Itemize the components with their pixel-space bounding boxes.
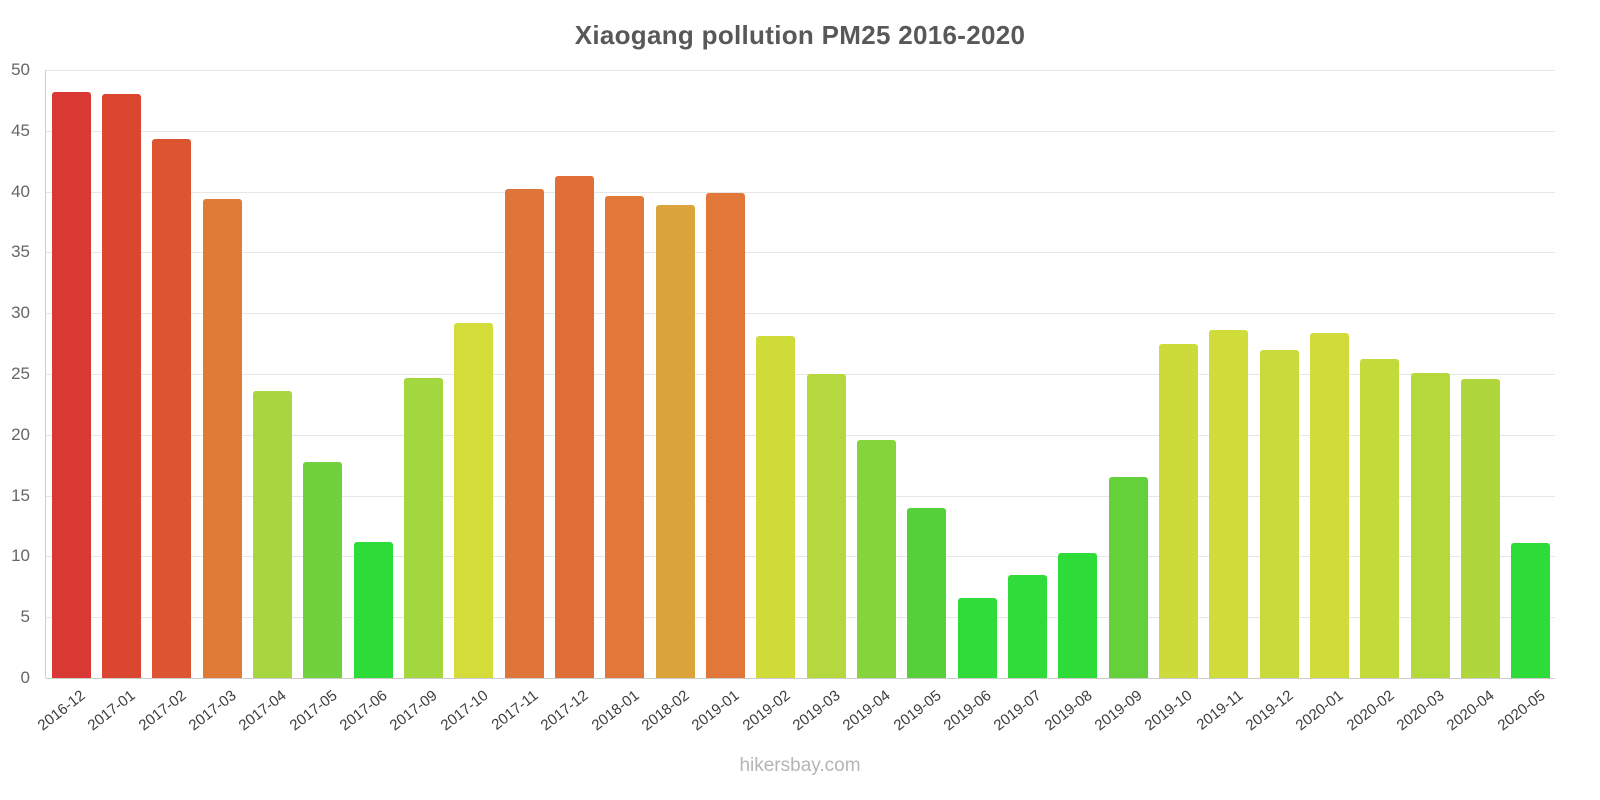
x-axis-tick-label: 2019-05 <box>890 687 945 735</box>
y-axis-tick-label: 5 <box>20 607 30 627</box>
gridline <box>46 191 1555 193</box>
x-axis-tick-label: 2017-02 <box>135 687 190 735</box>
bar-2019-03[interactable] <box>806 374 846 678</box>
y-axis-tick-label: 25 <box>11 364 30 383</box>
gridline <box>46 434 1555 436</box>
bar-2020-02[interactable] <box>1360 359 1400 678</box>
bar-2016-12[interactable] <box>51 91 91 678</box>
bar-2017-02[interactable] <box>152 139 192 678</box>
bar-2017-12[interactable] <box>555 175 594 678</box>
x-axis-tick-label: 2018-01 <box>588 687 643 735</box>
x-axis-tick-label: 2020-05 <box>1494 687 1549 735</box>
y-axis-tick-label: 40 <box>11 181 30 201</box>
bar-2019-09[interactable] <box>1108 477 1148 678</box>
bar-2019-11[interactable] <box>1209 330 1249 678</box>
y-axis-tick-label: 35 <box>11 242 30 262</box>
plot-area <box>45 70 1555 679</box>
x-axis-tick-label: 2019-04 <box>840 687 894 735</box>
x-axis-tick-label: 2019-06 <box>940 687 995 735</box>
gridline <box>46 617 1555 619</box>
x-axis-tick-label: 2017-06 <box>336 687 391 735</box>
x-axis-tick-label: 2017-03 <box>185 687 240 735</box>
bar-2019-10[interactable] <box>1159 343 1198 678</box>
x-axis-tick-label: 2019-07 <box>991 687 1045 735</box>
gridline <box>46 252 1555 254</box>
bar-2019-12[interactable] <box>1259 349 1299 678</box>
gridline <box>46 130 1555 132</box>
bar-2018-01[interactable] <box>605 196 645 678</box>
bar-2017-03[interactable] <box>202 198 242 678</box>
y-axis: 0 5 10 15 20 25 30 35 40 45 50 <box>0 60 38 687</box>
bar-2019-02[interactable] <box>756 336 796 678</box>
x-axis-tick-label: 2017-04 <box>236 687 290 735</box>
x-axis-tick-label: 2019-02 <box>739 687 794 735</box>
y-axis-tick-label: 50 <box>11 60 30 79</box>
y-axis-tick-label: 15 <box>11 485 30 505</box>
bar-2018-02[interactable] <box>655 204 695 678</box>
watermark: hikersbay.com <box>739 755 861 776</box>
x-axis-tick-label: 2019-01 <box>689 687 743 735</box>
y-axis-tick-label: 10 <box>11 546 30 566</box>
bar-2017-01[interactable] <box>102 94 141 678</box>
bar-2020-05[interactable] <box>1511 543 1551 678</box>
y-axis-tick-label: 30 <box>11 303 30 323</box>
x-axis-tick-label: 2020-01 <box>1293 687 1347 735</box>
bar-2017-05[interactable] <box>303 461 343 678</box>
bar-2017-09[interactable] <box>404 377 443 678</box>
chart-title: Xiaogang pollution PM25 2016-2020 <box>574 20 1026 50</box>
x-axis-tick-label: 2018-02 <box>638 687 693 735</box>
x-axis-tick-label: 2019-03 <box>789 687 844 735</box>
bar-2019-06[interactable] <box>957 597 997 678</box>
bar-2020-04[interactable] <box>1461 378 1500 678</box>
bar-2019-07[interactable] <box>1008 574 1047 678</box>
bar-2020-01[interactable] <box>1310 332 1349 678</box>
bar-2017-06[interactable] <box>353 541 393 678</box>
gridline <box>46 70 1555 71</box>
bar-2019-01[interactable] <box>706 192 745 678</box>
x-axis-tick-label: 2017-11 <box>488 687 542 734</box>
gridline <box>46 556 1555 558</box>
x-axis-tick-label: 2020-03 <box>1393 687 1448 735</box>
x-axis-tick-label: 2019-10 <box>1142 687 1196 735</box>
x-axis-tick-label: 2019-09 <box>1091 687 1146 735</box>
bar-2017-10[interactable] <box>454 322 494 678</box>
x-axis-tick-label: 2017-05 <box>286 687 341 735</box>
x-axis-tick-label: 2020-02 <box>1343 687 1398 735</box>
y-axis-tick-label: 20 <box>11 424 30 444</box>
gridline <box>46 678 1555 679</box>
bar-2019-08[interactable] <box>1058 552 1098 678</box>
y-axis-tick-label: 45 <box>11 120 30 140</box>
x-axis-tick-label: 2017-01 <box>85 687 139 735</box>
gridline <box>46 374 1555 375</box>
gridline <box>46 495 1555 497</box>
bar-2017-04[interactable] <box>253 391 292 678</box>
x-axis-tick-label: 2020-04 <box>1444 687 1498 735</box>
bar-2019-05[interactable] <box>907 507 947 678</box>
x-axis-tick-label: 2017-10 <box>437 687 492 735</box>
bar-2020-03[interactable] <box>1410 372 1450 678</box>
x-axis-tick-label: 2017-12 <box>538 687 592 735</box>
x-axis: 2016-12 2017-01 2017-02 2017-03 2017-04 2017-… <box>0 687 1600 757</box>
x-axis-tick-label: 2019-08 <box>1041 687 1096 735</box>
x-axis-tick-label: 2016-12 <box>34 687 89 735</box>
gridline <box>46 313 1555 315</box>
x-axis-tick-label: 2019-12 <box>1242 687 1297 735</box>
y-axis-tick-label: 0 <box>20 668 30 687</box>
bar-2019-04[interactable] <box>857 439 896 678</box>
x-axis-tick-label: 2019-11 <box>1193 687 1247 734</box>
bar-2017-11[interactable] <box>504 189 544 678</box>
x-axis-tick-label: 2017-09 <box>387 687 441 735</box>
